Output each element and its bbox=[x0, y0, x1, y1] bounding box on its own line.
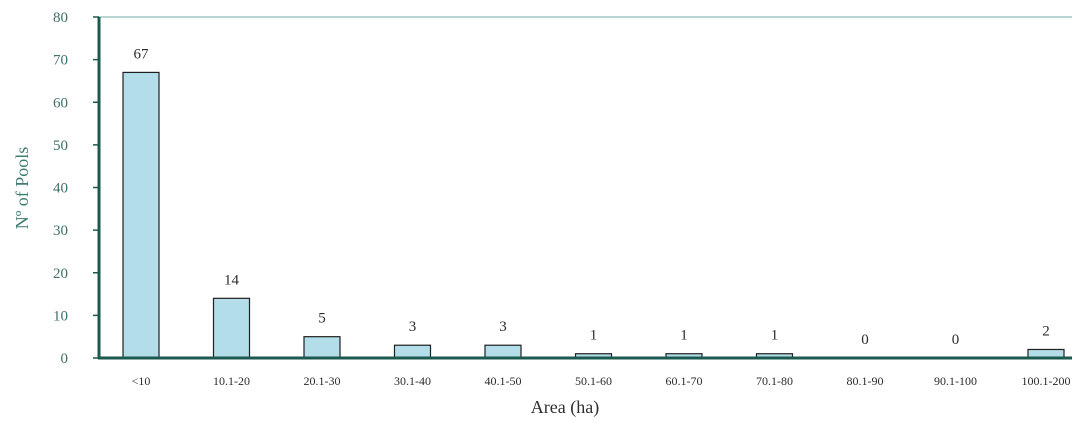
y-tick-label: 20 bbox=[53, 266, 68, 282]
y-ticks-group: 0 10 20 30 40 50 60 70 80 bbox=[53, 10, 99, 367]
x-category-label: 80.1-90 bbox=[847, 374, 884, 388]
bar bbox=[212, 297, 251, 359]
data-labels-group: 67 14 5 3 3 1 1 1 0 0 2 bbox=[134, 46, 1050, 348]
bar-value-label: 3 bbox=[499, 319, 507, 335]
bar bbox=[122, 71, 160, 359]
y-tick-label: 70 bbox=[53, 53, 68, 69]
bars-group bbox=[122, 71, 1065, 359]
y-tick-label: 80 bbox=[53, 10, 68, 26]
bar-value-label: 0 bbox=[861, 332, 869, 348]
bar-value-label: 3 bbox=[409, 319, 417, 335]
x-category-label: 70.1-80 bbox=[756, 374, 793, 388]
y-tick-label: 50 bbox=[53, 138, 68, 154]
x-category-label: <10 bbox=[132, 374, 151, 388]
bar-value-label: 5 bbox=[318, 311, 326, 327]
x-category-label: 40.1-50 bbox=[485, 374, 522, 388]
x-category-labels: <10 10.1-20 20.1-30 30.1-40 40.1-50 50.1-60 60… bbox=[132, 374, 1071, 388]
y-tick-label: 40 bbox=[53, 181, 68, 197]
bar-value-label: 1 bbox=[771, 328, 779, 344]
x-category-label: 30.1-40 bbox=[394, 374, 431, 388]
x-category-label: 90.1-100 bbox=[934, 374, 977, 388]
x-category-label: 10.1-20 bbox=[213, 374, 250, 388]
x-category-label: 100.1-200 bbox=[1022, 374, 1071, 388]
x-axis-title: Area (ha) bbox=[531, 397, 599, 418]
bar-value-label: 0 bbox=[952, 332, 960, 348]
x-category-label: 60.1-70 bbox=[666, 374, 703, 388]
y-tick-label: 10 bbox=[53, 308, 68, 324]
bar-value-label: 2 bbox=[1042, 323, 1050, 339]
x-category-label: 20.1-30 bbox=[304, 374, 341, 388]
bar bbox=[393, 344, 432, 359]
y-tick-label: 30 bbox=[53, 223, 68, 239]
bar-value-label: 67 bbox=[134, 46, 150, 62]
y-tick-label: 0 bbox=[61, 351, 69, 367]
x-category-label: 50.1-60 bbox=[575, 374, 612, 388]
bar-value-label: 1 bbox=[590, 328, 598, 344]
bar bbox=[484, 344, 522, 359]
bar bbox=[303, 336, 341, 359]
bar-value-label: 1 bbox=[680, 328, 688, 344]
bar-value-label: 14 bbox=[224, 272, 240, 288]
y-axis-title: Nº of Pools bbox=[12, 147, 32, 230]
y-tick-label: 60 bbox=[53, 95, 68, 111]
